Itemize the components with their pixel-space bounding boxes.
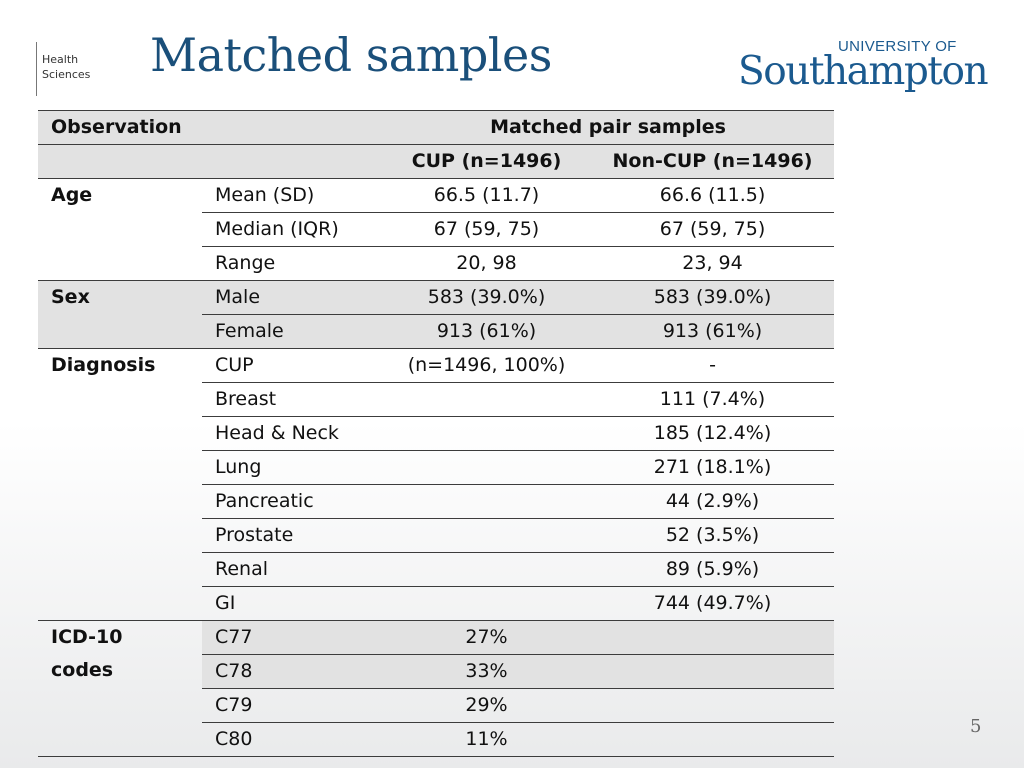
noncup-value: 52 (3.5%) <box>591 518 835 553</box>
table-row: ICD-10 codes C77 27% <box>38 620 835 757</box>
cup-value: 583 (39.0%) <box>382 280 591 315</box>
brand-line-sciences: Sciences <box>42 68 91 81</box>
health-sciences-logo: Health Sciences <box>36 42 90 96</box>
university-logo-main: Southampton <box>738 49 989 94</box>
row-label: C78 <box>202 654 382 689</box>
cup-value <box>382 518 591 553</box>
cup-value: (n=1496, 100%) <box>382 348 591 383</box>
table-row: Pancreatic 44 (2.9%) <box>38 484 835 519</box>
row-label: Renal <box>202 552 382 587</box>
noncup-value: 111 (7.4%) <box>591 382 835 417</box>
cup-value <box>382 552 591 587</box>
noncup-value: 185 (12.4%) <box>591 416 835 451</box>
table-row: Head & Neck 185 (12.4%) <box>38 416 835 451</box>
matched-samples-table: Observation Matched pair samples CUP (n=… <box>38 110 835 757</box>
noncup-value <box>591 620 835 655</box>
row-label: GI <box>202 586 382 621</box>
header-observation: Observation <box>38 110 202 145</box>
table-row: C80 11% <box>38 722 835 757</box>
header-noncup: Non-CUP (n=1496) <box>591 144 835 179</box>
group-sex: Sex <box>38 280 202 349</box>
group-diagnosis: Diagnosis <box>38 348 202 621</box>
table-row: Median (IQR) 67 (59, 75) 67 (59, 75) <box>38 212 835 247</box>
noncup-value: 583 (39.0%) <box>591 280 835 315</box>
table-row: Female 913 (61%) 913 (61%) <box>38 314 835 349</box>
table-row: Age Mean (SD) 66.5 (11.7) 66.6 (11.5) <box>38 178 835 281</box>
table-header-row: Observation Matched pair samples <box>38 110 835 145</box>
noncup-value: - <box>591 348 835 383</box>
row-label: Prostate <box>202 518 382 553</box>
row-label: Head & Neck <box>202 416 382 451</box>
cup-value <box>382 382 591 417</box>
table-row: C79 29% <box>38 688 835 723</box>
table-row: Lung 271 (18.1%) <box>38 450 835 485</box>
noncup-value: 23, 94 <box>591 246 835 281</box>
noncup-value: 67 (59, 75) <box>591 212 835 247</box>
noncup-value <box>591 722 835 757</box>
row-label: Pancreatic <box>202 484 382 519</box>
row-label: C77 <box>202 620 382 655</box>
noncup-value: 913 (61%) <box>591 314 835 349</box>
noncup-value <box>591 654 835 689</box>
row-label: C80 <box>202 722 382 757</box>
header-cup: CUP (n=1496) <box>382 144 591 179</box>
cup-value: 913 (61%) <box>382 314 591 349</box>
table-row: Renal 89 (5.9%) <box>38 552 835 587</box>
row-label: Mean (SD) <box>202 178 382 213</box>
table-row: Sex Male 583 (39.0%) 583 (39.0%) <box>38 280 835 349</box>
header-matched-pair: Matched pair samples <box>382 110 835 145</box>
slide-title: Matched samples <box>150 28 552 82</box>
row-label: Female <box>202 314 382 349</box>
row-label: C79 <box>202 688 382 723</box>
cup-value: 66.5 (11.7) <box>382 178 591 213</box>
noncup-value: 744 (49.7%) <box>591 586 835 621</box>
brand-line-health: Health <box>42 53 79 66</box>
page-number: 5 <box>970 716 982 737</box>
cup-value: 33% <box>382 654 591 689</box>
cup-value <box>382 450 591 485</box>
group-icd10-line1: ICD-10 <box>51 626 123 648</box>
university-logo-top: UNIVERSITY OF <box>838 38 957 55</box>
table-row: Range 20, 98 23, 94 <box>38 246 835 281</box>
cup-value <box>382 484 591 519</box>
cup-value: 20, 98 <box>382 246 591 281</box>
noncup-value: 89 (5.9%) <box>591 552 835 587</box>
table-subheader-row: CUP (n=1496) Non-CUP (n=1496) <box>38 144 835 179</box>
table-row: Breast 111 (7.4%) <box>38 382 835 417</box>
row-label: CUP <box>202 348 382 383</box>
row-label: Breast <box>202 382 382 417</box>
noncup-value: 44 (2.9%) <box>591 484 835 519</box>
noncup-value: 66.6 (11.5) <box>591 178 835 213</box>
row-label: Lung <box>202 450 382 485</box>
group-icd10-line2: codes <box>51 659 114 681</box>
group-age: Age <box>38 178 202 281</box>
table-row: Diagnosis CUP (n=1496, 100%) - <box>38 348 835 621</box>
cup-value <box>382 416 591 451</box>
row-label: Range <box>202 246 382 281</box>
cup-value: 27% <box>382 620 591 655</box>
noncup-value <box>591 688 835 723</box>
cup-value: 67 (59, 75) <box>382 212 591 247</box>
cup-value: 11% <box>382 722 591 757</box>
group-icd10: ICD-10 codes <box>38 620 202 757</box>
table-row: C78 33% <box>38 654 835 689</box>
table-row: Prostate 52 (3.5%) <box>38 518 835 553</box>
table-row: GI 744 (49.7%) <box>38 586 835 621</box>
row-label: Male <box>202 280 382 315</box>
cup-value: 29% <box>382 688 591 723</box>
noncup-value: 271 (18.1%) <box>591 450 835 485</box>
cup-value <box>382 586 591 621</box>
row-label: Median (IQR) <box>202 212 382 247</box>
